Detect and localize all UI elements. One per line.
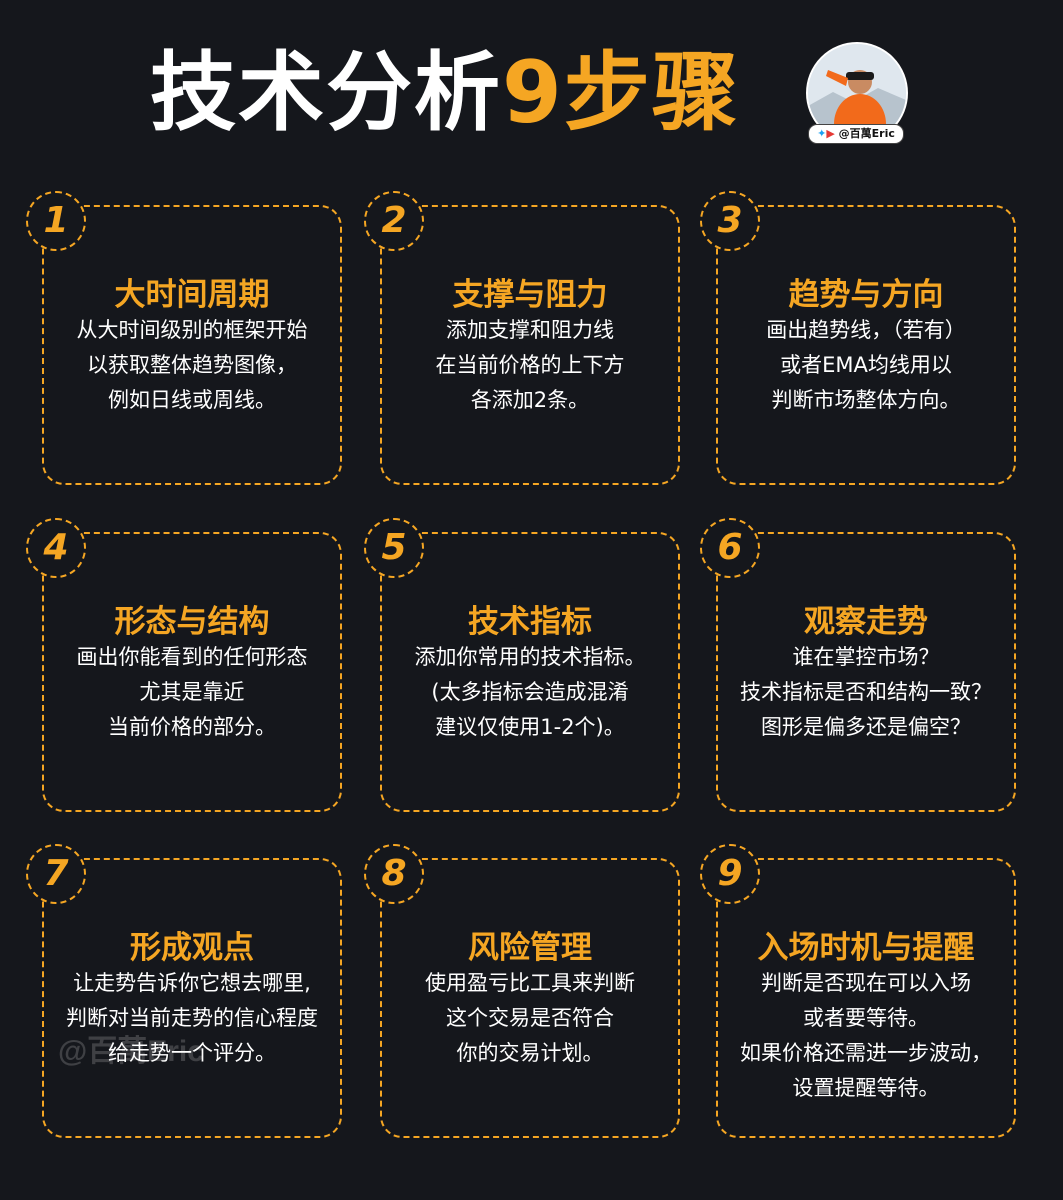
- step-line: 让走势告诉你它想去哪里,: [73, 971, 311, 995]
- page-title: 技术分析9步骤: [150, 38, 740, 148]
- step-body-5: 添加你常用的技术指标。 (太多指标会造成混淆 建议仅使用1-2个)。: [382, 640, 678, 745]
- step-line: 尤其是靠近: [139, 680, 245, 704]
- step-card-2: 2 支撑与阻力 添加支撑和阻力线 在当前价格的上下方 各添加2条。: [364, 191, 680, 485]
- step-number-2: 2: [364, 191, 424, 251]
- step-line: (太多指标会造成混淆: [431, 680, 629, 704]
- step-line: 画出趋势线，（若有）: [766, 318, 966, 342]
- step-line: 给走势一个评分。: [108, 1041, 276, 1065]
- step-number-1: 1: [26, 191, 86, 251]
- step-line: 设置提醒等待。: [792, 1076, 940, 1100]
- step-number-7: 7: [26, 844, 86, 904]
- step-line: 谁在掌控市场？: [792, 645, 940, 669]
- step-title-8: 风险管理: [468, 930, 592, 966]
- step-line: 判断是否现在可以入场: [761, 971, 971, 995]
- step-card-1: 1 大时间周期 从大时间级别的框架开始 以获取整体趋势图像， 例如日线或周线。: [26, 191, 342, 485]
- step-title-2: 支撑与阻力: [452, 277, 608, 313]
- author-handle: @百萬Eric: [838, 127, 895, 140]
- step-body-2: 添加支撑和阻力线 在当前价格的上下方 各添加2条。: [382, 313, 678, 418]
- step-line: 技术指标是否和结构一致？: [740, 680, 992, 704]
- step-line: 你的交易计划。: [456, 1041, 604, 1065]
- step-body-6: 谁在掌控市场？ 技术指标是否和结构一致？ 图形是偏多还是偏空？: [718, 640, 1014, 745]
- step-line: 例如日线或周线。: [108, 388, 276, 412]
- step-line: 从大时间级别的框架开始: [76, 318, 308, 342]
- step-number-6: 6: [700, 518, 760, 578]
- step-line: 当前价格的部分。: [108, 715, 276, 739]
- step-line: 这个交易是否符合: [446, 1006, 614, 1030]
- step-line: 以获取整体趋势图像，: [87, 353, 297, 377]
- twitter-icon: ✦: [817, 127, 827, 140]
- step-line: 如果价格还需进一步波动，: [740, 1041, 992, 1065]
- step-line: 在当前价格的上下方: [435, 353, 625, 377]
- step-line: 画出你能看到的任何形态: [76, 645, 308, 669]
- author-badge: ✦▶ @百萬Eric: [808, 124, 904, 144]
- step-line: 各添加2条。: [470, 388, 590, 412]
- step-number-3: 3: [700, 191, 760, 251]
- step-body-7: 让走势告诉你它想去哪里, 判断对当前走势的信心程度 给走势一个评分。: [44, 966, 340, 1071]
- title-main: 技术分析: [150, 43, 502, 143]
- step-line: 使用盈亏比工具来判断: [425, 971, 635, 995]
- step-card-9: 9 入场时机与提醒 判断是否现在可以入场 或者要等待。 如果价格还需进一步波动，…: [700, 844, 1016, 1138]
- step-line: 或者要等待。: [803, 1006, 929, 1030]
- step-card-8: 8 风险管理 使用盈亏比工具来判断 这个交易是否符合 你的交易计划。: [364, 844, 680, 1138]
- step-line: 判断市场整体方向。: [771, 388, 961, 412]
- step-title-1: 大时间周期: [114, 277, 270, 313]
- step-card-7: 7 形成观点 让走势告诉你它想去哪里, 判断对当前走势的信心程度 给走势一个评分…: [26, 844, 342, 1138]
- step-line: 图形是偏多还是偏空？: [761, 715, 971, 739]
- step-body-8: 使用盈亏比工具来判断 这个交易是否符合 你的交易计划。: [382, 966, 678, 1071]
- step-number-5: 5: [364, 518, 424, 578]
- step-number-4: 4: [26, 518, 86, 578]
- step-card-5: 5 技术指标 添加你常用的技术指标。 (太多指标会造成混淆 建议仅使用1-2个)…: [364, 518, 680, 812]
- step-card-6: 6 观察走势 谁在掌控市场？ 技术指标是否和结构一致？ 图形是偏多还是偏空？: [700, 518, 1016, 812]
- step-card-4: 4 形态与结构 画出你能看到的任何形态 尤其是靠近 当前价格的部分。: [26, 518, 342, 812]
- step-title-7: 形成观点: [130, 930, 254, 966]
- watermark: @百萬Eric: [58, 1035, 204, 1068]
- step-title-6: 观察走势: [804, 604, 928, 640]
- step-title-5: 技术指标: [468, 604, 592, 640]
- step-card-3: 3 趋势与方向 画出趋势线，（若有） 或者EMA均线用以 判断市场整体方向。: [700, 191, 1016, 485]
- step-body-3: 画出趋势线，（若有） 或者EMA均线用以 判断市场整体方向。: [718, 313, 1014, 418]
- title-accent: 9步骤: [502, 43, 740, 143]
- step-title-9: 入场时机与提醒: [757, 930, 975, 966]
- step-number-9: 9: [700, 844, 760, 904]
- step-body-1: 从大时间级别的框架开始 以获取整体趋势图像， 例如日线或周线。: [44, 313, 340, 418]
- step-line: 建议仅使用1-2个)。: [435, 715, 625, 739]
- youtube-icon: ▶: [826, 127, 835, 140]
- header: 技术分析9步骤 ✦▶ @百萬Eric: [0, 0, 1063, 170]
- step-title-4: 形态与结构: [114, 604, 270, 640]
- step-line: 添加支撑和阻力线: [446, 318, 614, 342]
- step-line: 或者EMA均线用以: [780, 353, 952, 377]
- step-title-3: 趋势与方向: [788, 277, 944, 313]
- step-line: 添加你常用的技术指标。: [414, 645, 646, 669]
- step-line: 判断对当前走势的信心程度: [66, 1006, 318, 1030]
- step-body-4: 画出你能看到的任何形态 尤其是靠近 当前价格的部分。: [44, 640, 340, 745]
- step-body-9: 判断是否现在可以入场 或者要等待。 如果价格还需进一步波动， 设置提醒等待。: [718, 966, 1014, 1106]
- step-number-8: 8: [364, 844, 424, 904]
